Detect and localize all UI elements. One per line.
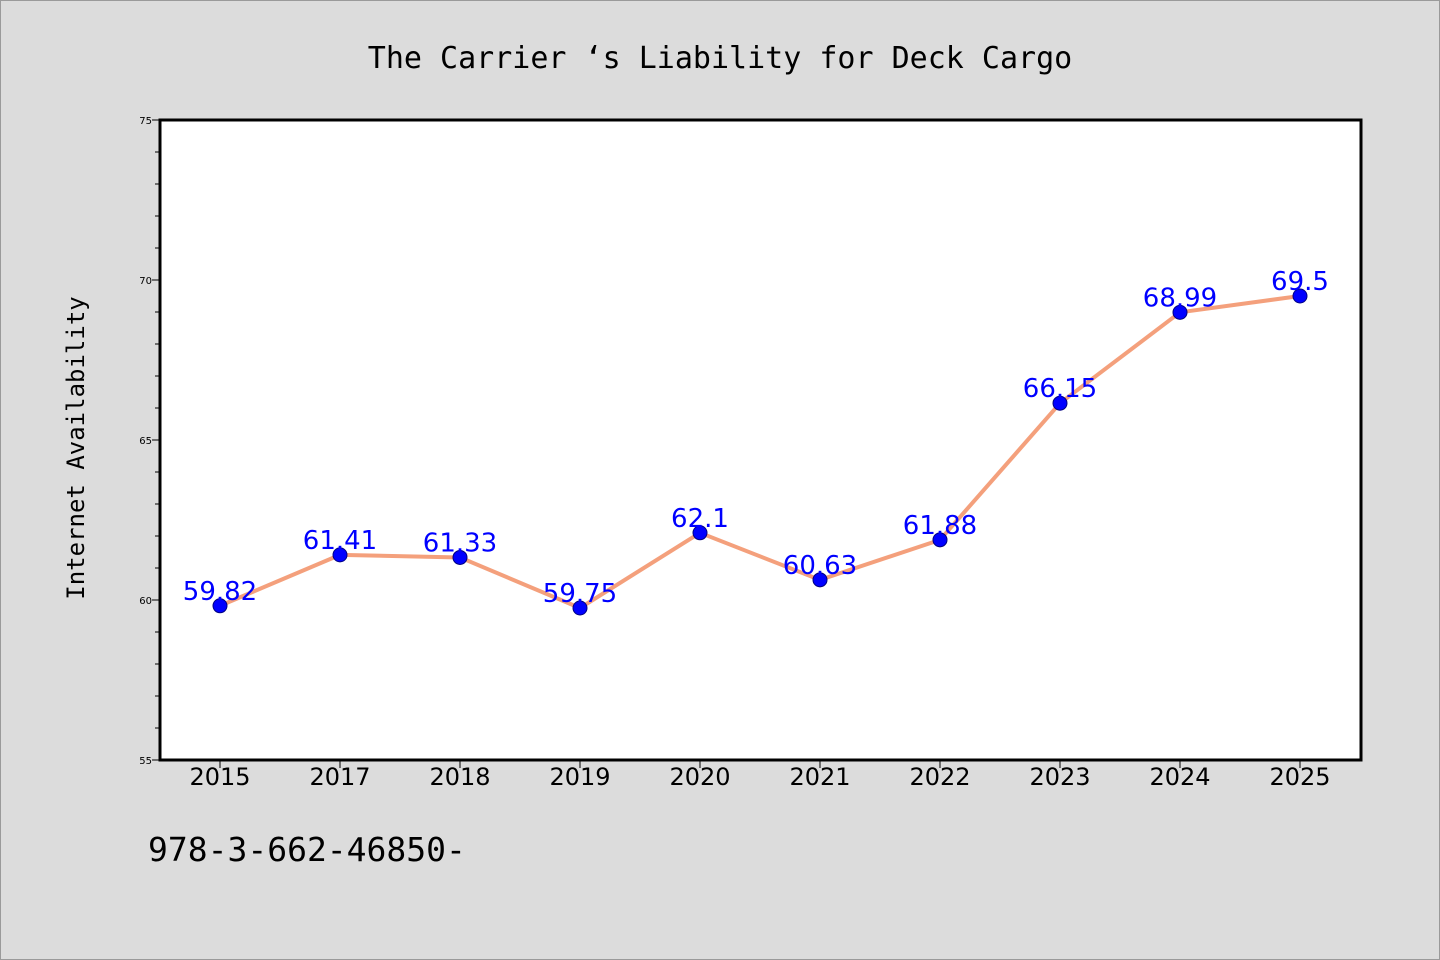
plot-border — [158, 118, 1363, 762]
y-tick-label: 60 — [139, 596, 152, 607]
data-label: 59.82 — [183, 577, 257, 607]
x-tick-label: 2021 — [789, 763, 850, 791]
data-label-group: 59.82 61.41 61.33 59.75 62.1 60.63 61.88 66.15 6… — [183, 267, 1329, 609]
data-label: 69.5 — [1271, 267, 1329, 297]
x-tick-label: 2022 — [909, 763, 970, 791]
footer-note: 978-3-662-46850- — [148, 830, 466, 869]
series-group — [212, 288, 1308, 616]
y-tick-label: 55 — [139, 756, 152, 767]
data-label: 60.63 — [783, 551, 857, 581]
data-point — [212, 598, 228, 614]
chart-title: The Carrier ‘s Liability for Deck Cargo — [368, 41, 1072, 76]
data-point — [812, 572, 828, 588]
plot-area — [160, 120, 1361, 760]
data-label: 61.41 — [303, 526, 377, 556]
data-point — [1292, 288, 1308, 304]
x-tick-label: 2015 — [189, 763, 250, 791]
x-tick-label: 2024 — [1149, 763, 1210, 791]
data-label: 68.99 — [1143, 283, 1217, 313]
data-label: 59.75 — [543, 579, 617, 609]
y-tick-label: 75 — [139, 116, 152, 127]
data-label: 66.15 — [1023, 374, 1097, 404]
x-tick-label: 2020 — [669, 763, 730, 791]
x-tick-label: 2017 — [309, 763, 370, 791]
x-tick-label: 2023 — [1029, 763, 1090, 791]
data-point — [692, 525, 708, 541]
data-point — [452, 549, 468, 565]
y-tick-label: 70 — [139, 276, 152, 287]
y-axis: 55 60 65 70 75 — [139, 116, 160, 767]
data-point — [332, 547, 348, 563]
series-line — [218, 294, 1302, 610]
data-label: 61.88 — [903, 511, 977, 541]
data-point — [572, 600, 588, 616]
x-tick-label: 2019 — [549, 763, 610, 791]
data-point — [1172, 304, 1188, 320]
data-point — [932, 532, 948, 548]
y-tick-label: 65 — [139, 436, 152, 447]
y-axis-label: Internet Availability — [62, 296, 90, 599]
x-axis: 2015 2017 2018 2019 2020 2021 2022 2023 2024 2025 — [189, 760, 1331, 791]
x-tick-label: 2018 — [429, 763, 490, 791]
data-label: 61.33 — [423, 528, 497, 558]
data-label: 62.1 — [671, 504, 729, 534]
data-point — [1052, 395, 1068, 411]
x-tick-label: 2025 — [1269, 763, 1330, 791]
